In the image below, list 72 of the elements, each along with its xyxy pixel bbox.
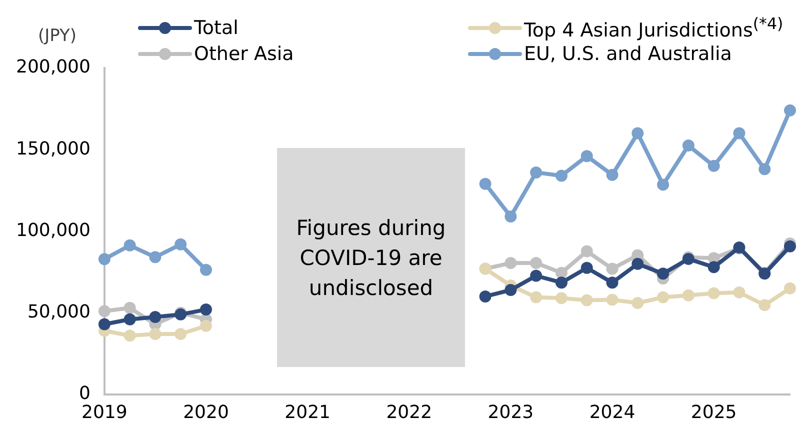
point	[784, 282, 796, 294]
point	[124, 302, 136, 314]
point	[504, 257, 517, 270]
point	[606, 294, 618, 306]
point	[758, 299, 771, 312]
annotation: Figures during COVID-19 are undisclosed	[295, 214, 447, 302]
point	[530, 270, 542, 282]
point	[784, 240, 796, 252]
point	[657, 178, 670, 191]
point	[580, 262, 593, 274]
legend-label: Other Asia	[194, 43, 294, 66]
point	[504, 210, 517, 223]
legend-label: EU, U.S. and Australia	[524, 43, 732, 66]
y-tick-label: 50,000	[27, 301, 90, 322]
point	[174, 238, 187, 250]
point	[200, 264, 212, 276]
point	[708, 261, 720, 274]
point	[555, 292, 568, 304]
point	[580, 294, 593, 306]
point	[733, 286, 746, 298]
x-tick-label: 2025	[690, 402, 737, 423]
point	[708, 160, 720, 172]
point	[98, 318, 110, 330]
point	[98, 305, 110, 318]
x-tick-label: 2020	[183, 402, 229, 423]
point	[200, 320, 212, 332]
y-tick-label: 150,000	[16, 138, 90, 160]
x-tick-label: 2023	[488, 402, 534, 423]
point	[479, 178, 492, 190]
y-tick-label: 100,000	[16, 220, 90, 241]
point	[149, 251, 162, 264]
point	[784, 104, 796, 116]
x-tick-label: 2021	[284, 402, 330, 423]
point	[657, 268, 670, 280]
point	[174, 328, 187, 340]
point	[606, 276, 618, 289]
point	[530, 291, 542, 304]
x-tick-label: 2019	[82, 402, 128, 423]
point	[682, 289, 694, 302]
point	[580, 150, 593, 162]
point	[200, 304, 212, 316]
legend-label: Total	[194, 16, 238, 39]
note-box: Figures during COVID-19 are undisclosed	[277, 148, 465, 367]
x-tick-label: 2022	[386, 402, 432, 423]
point	[555, 276, 568, 289]
point	[733, 127, 746, 140]
point	[682, 140, 694, 152]
point	[657, 291, 670, 304]
point	[530, 166, 542, 178]
point	[606, 168, 618, 181]
y-axis-title: (JPY)	[38, 26, 77, 46]
point	[124, 239, 136, 252]
y-tick-label: 0	[78, 383, 90, 404]
point	[632, 258, 644, 270]
point	[555, 170, 568, 182]
y-tick-label: 200,000	[16, 56, 90, 78]
point	[479, 290, 492, 302]
x-tick-label: 2024	[589, 402, 636, 423]
legend-label: Top 4 Asian Jurisdictions$^{(*4)}$	[524, 14, 784, 42]
point	[606, 262, 618, 275]
point	[124, 330, 136, 342]
point	[149, 311, 162, 324]
point	[149, 328, 162, 340]
point	[632, 297, 644, 310]
point	[758, 163, 771, 176]
point	[530, 257, 542, 270]
point	[98, 253, 110, 266]
point	[124, 313, 136, 326]
point	[580, 245, 593, 258]
point	[708, 287, 720, 300]
point	[632, 127, 644, 140]
point	[504, 284, 517, 296]
